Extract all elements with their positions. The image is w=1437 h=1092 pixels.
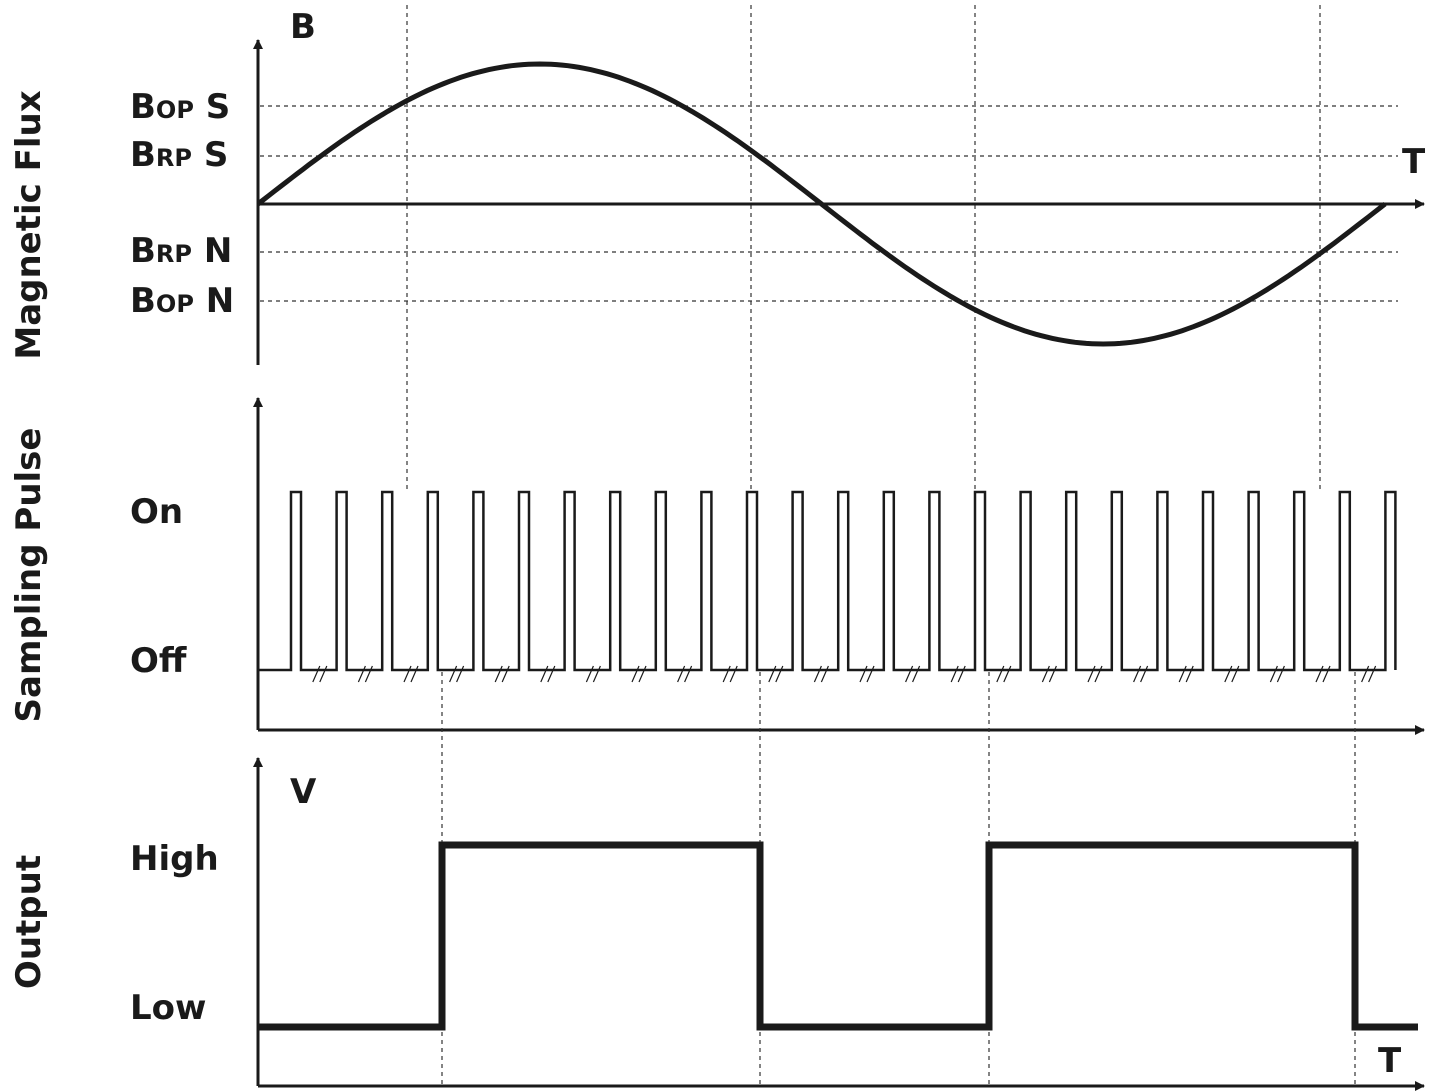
bop-s-label: BOP S [130, 87, 230, 127]
brp-n-label: BRP N [130, 231, 232, 271]
hatch-mark [357, 665, 366, 683]
hatch-mark [775, 665, 784, 683]
hatch-mark [1224, 665, 1233, 683]
output-high-label: High [130, 839, 219, 879]
bop-n-label: BOP N [130, 281, 234, 321]
sampling-panel: On Off [130, 397, 1425, 735]
hatch-mark [1322, 665, 1331, 683]
sampling-pulse-train [258, 490, 1397, 672]
hatch-mark [996, 665, 1005, 683]
hatch-mark [768, 665, 777, 683]
hatch-mark [1087, 665, 1096, 683]
hatch-mark [501, 665, 510, 683]
hatch-mark [729, 665, 738, 683]
hatch-mark [866, 665, 875, 683]
hatch-mark [1178, 665, 1187, 683]
hatch-mark [319, 665, 328, 683]
hatch-mark [1269, 665, 1278, 683]
hatch-mark [1185, 665, 1194, 683]
hatch-mark [364, 665, 373, 683]
hatch-mark [1094, 665, 1103, 683]
hatch-mark [449, 665, 458, 683]
hatch-mark [638, 665, 647, 683]
output-waveform [258, 841, 1418, 1031]
hatch-mark [722, 665, 731, 683]
hatch-mark [957, 665, 966, 683]
hatch-mark [592, 665, 601, 683]
output-low-label: Low [130, 988, 206, 1028]
output-panel: V T High Low [130, 672, 1425, 1091]
flux-x-axis-label: T [1402, 142, 1426, 182]
brp-s-label: BRP S [130, 135, 228, 175]
hatch-mark [820, 665, 829, 683]
hatch-mark [677, 665, 686, 683]
sampling-hatch-marks [312, 665, 1377, 683]
hatch-mark [410, 665, 419, 683]
hatch-mark [1231, 665, 1240, 683]
output-y-axis-label: V [290, 772, 317, 812]
output-x-axis-label: T [1378, 1041, 1402, 1081]
sampling-side-label: Sampling Pulse [9, 428, 49, 723]
hatch-mark [912, 665, 921, 683]
hatch-mark [1041, 665, 1050, 683]
hatch-mark [312, 665, 321, 683]
hatch-mark [585, 665, 594, 683]
flux-sine-curve [256, 61, 1387, 347]
hatch-mark [494, 665, 503, 683]
hatch-mark [1133, 665, 1142, 683]
hatch-mark [1315, 665, 1324, 683]
hatch-mark [456, 665, 465, 683]
hatch-mark [684, 665, 693, 683]
hatch-mark [1140, 665, 1149, 683]
hatch-mark [950, 665, 959, 683]
hatch-mark [1361, 665, 1370, 683]
hatch-mark [905, 665, 914, 683]
hatch-mark [540, 665, 549, 683]
hatch-mark [403, 665, 412, 683]
hatch-mark [813, 665, 822, 683]
hatch-mark [1368, 665, 1377, 683]
hatch-mark [547, 665, 556, 683]
flux-side-label: Magnetic Flux [9, 90, 49, 359]
sampling-on-label: On [130, 492, 183, 532]
hatch-mark [859, 665, 868, 683]
hatch-mark [631, 665, 640, 683]
flux-panel: B T BOP S BRP S BRP N BOP N [130, 5, 1426, 490]
hatch-mark [1003, 665, 1012, 683]
output-side-label: Output [9, 855, 49, 989]
hatch-mark [1276, 665, 1285, 683]
flux-y-axis-label: B [290, 7, 316, 47]
hatch-mark [1048, 665, 1057, 683]
sampling-off-label: Off [130, 641, 187, 681]
